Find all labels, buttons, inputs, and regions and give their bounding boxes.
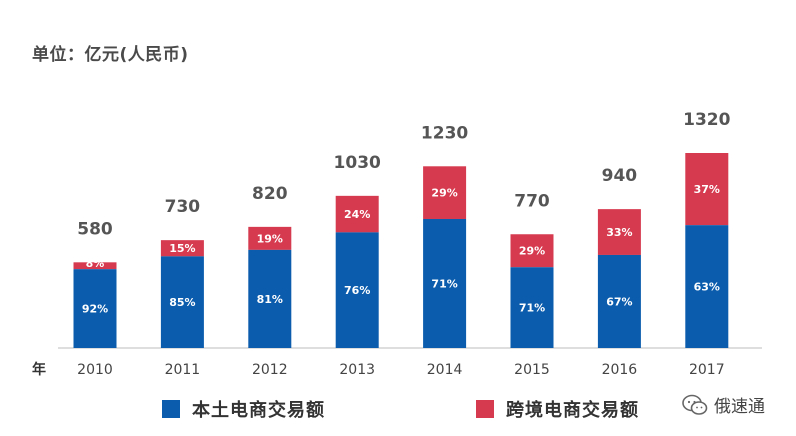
- bar-segment-domestic: [73, 269, 117, 348]
- wechat-icon: [682, 394, 708, 415]
- x-tick-label: 2014: [427, 362, 463, 378]
- total-label: 1320: [683, 110, 730, 130]
- bar-segment-crossborder: [685, 153, 729, 226]
- x-tick-label: 2013: [339, 362, 375, 378]
- data-label-crossborder: 15%: [169, 242, 195, 255]
- total-label: 820: [252, 184, 288, 204]
- bar-segment-crossborder: [597, 209, 641, 255]
- bar-segment-domestic: [597, 254, 641, 348]
- x-tick-label: 2015: [514, 362, 550, 378]
- bar-segment-domestic: [335, 232, 379, 348]
- total-label: 1030: [334, 153, 381, 173]
- data-label-crossborder: 29%: [431, 187, 457, 200]
- data-label-crossborder: 33%: [606, 226, 632, 239]
- data-label-domestic: 67%: [606, 295, 632, 308]
- total-label: 940: [602, 166, 638, 186]
- data-label-crossborder: 37%: [694, 183, 720, 196]
- x-tick-label: 2010: [77, 362, 113, 378]
- legend-item-crossborder: 跨境电商交易额: [476, 396, 639, 422]
- data-label-domestic: 81%: [257, 293, 283, 306]
- data-label-domestic: 63%: [694, 281, 720, 294]
- data-label-crossborder: 8%: [86, 257, 105, 270]
- x-tick-label: 2012: [252, 362, 288, 378]
- bar-segment-crossborder: [160, 240, 204, 257]
- bar-segment-crossborder: [510, 234, 554, 268]
- bar-segment-crossborder: [248, 226, 292, 250]
- bar-segment-domestic: [160, 256, 204, 348]
- bar-segment-crossborder: [335, 195, 379, 233]
- data-label-domestic: 76%: [344, 284, 370, 297]
- data-label-domestic: 71%: [519, 302, 545, 315]
- data-label-domestic: 71%: [431, 277, 457, 290]
- unit-title: 单位：亿元(人民币): [32, 45, 189, 65]
- total-label: 730: [165, 197, 201, 217]
- data-label-crossborder: 19%: [257, 232, 283, 245]
- x-tick-label: 2017: [689, 362, 725, 378]
- legend-label-crossborder: 跨境电商交易额: [506, 400, 639, 421]
- total-label: 1230: [421, 123, 468, 143]
- x-tick-label: 2011: [165, 362, 201, 378]
- bar-segment-crossborder: [73, 262, 117, 270]
- legend-item-domestic: 本土电商交易额: [162, 396, 325, 422]
- legend-label-domestic: 本土电商交易额: [192, 400, 325, 421]
- bar-segment-crossborder: [423, 166, 467, 219]
- bar-segment-domestic: [685, 225, 729, 348]
- data-label-crossborder: 29%: [519, 245, 545, 258]
- data-label-domestic: 85%: [169, 296, 195, 309]
- watermark: 俄速通: [682, 392, 765, 417]
- data-label-domestic: 92%: [82, 303, 108, 316]
- bar-segment-domestic: [423, 218, 467, 348]
- bar-segment-domestic: [248, 249, 292, 348]
- x-tick-label: 2016: [602, 362, 638, 378]
- watermark-text: 俄速通: [714, 397, 765, 417]
- x-axis-label: 年: [32, 361, 46, 378]
- legend-swatch-domestic: [162, 400, 180, 418]
- bar-segment-domestic: [510, 267, 554, 348]
- legend-swatch-crossborder: [476, 400, 494, 418]
- data-label-crossborder: 24%: [344, 208, 370, 221]
- total-label: 770: [514, 191, 550, 211]
- total-label: 580: [77, 219, 113, 239]
